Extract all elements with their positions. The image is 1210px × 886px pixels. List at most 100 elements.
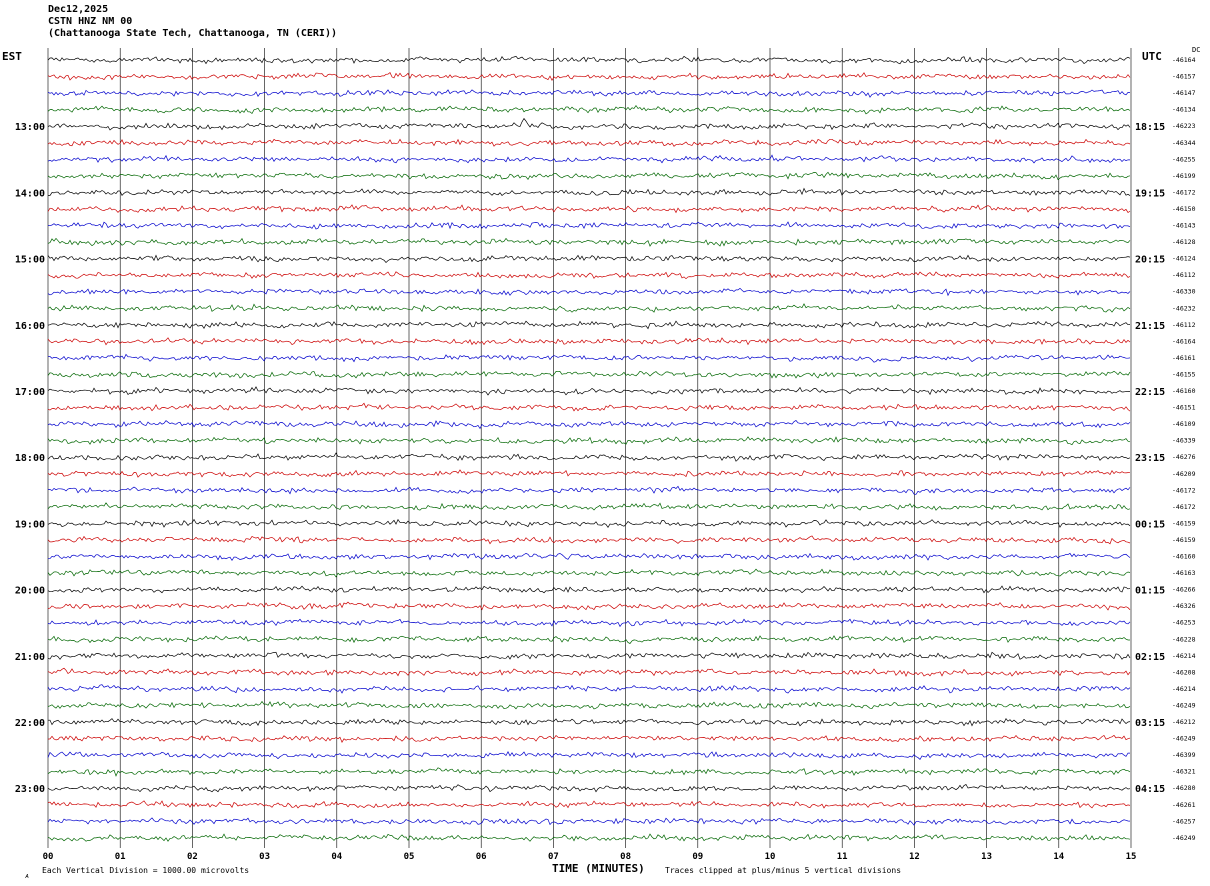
utc-hour-label-22:15: 22:15 <box>1135 387 1165 398</box>
dc-offset-value: -46228 <box>1172 635 1196 643</box>
trace-row-2 <box>47 89 1131 98</box>
x-tick-label-07: 07 <box>548 852 559 862</box>
trace-row-0 <box>47 55 1131 65</box>
dc-column-label: DC <box>1192 46 1201 54</box>
dc-offset-value: -46164 <box>1172 337 1196 345</box>
est-hour-label-14:00: 14:00 <box>15 188 45 199</box>
dc-offset-value: -46112 <box>1172 271 1196 279</box>
trace-row-20 <box>47 386 1130 396</box>
trace-row-36 <box>47 651 1131 660</box>
trace-row-27 <box>47 502 1131 511</box>
x-tick-label-03: 03 <box>259 852 270 862</box>
dc-offset-value: -46128 <box>1172 238 1196 246</box>
utc-hour-label-02:15: 02:15 <box>1135 652 1165 663</box>
x-tick-label-08: 08 <box>620 852 631 862</box>
trace-row-16 <box>47 320 1131 330</box>
trace-row-39 <box>47 700 1131 710</box>
corner-mark: ᴀ <box>25 872 30 880</box>
dc-offset-value: -46151 <box>1172 404 1196 412</box>
dc-offset-value: -46172 <box>1172 188 1196 196</box>
trace-row-22 <box>47 420 1131 430</box>
trace-row-41 <box>47 734 1131 743</box>
utc-hour-label-03:15: 03:15 <box>1135 718 1165 729</box>
est-hour-label-18:00: 18:00 <box>15 453 45 464</box>
utc-hour-label-00:15: 00:15 <box>1135 519 1165 530</box>
dc-offset-value: -46399 <box>1172 751 1196 759</box>
right-axis-label: UTC <box>1142 50 1162 63</box>
est-hour-label-15:00: 15:00 <box>15 255 45 266</box>
x-tick-label-04: 04 <box>331 852 342 862</box>
x-tick-label-14: 14 <box>1053 852 1064 862</box>
dc-offset-value: -46172 <box>1172 486 1196 494</box>
trace-row-38 <box>47 684 1131 694</box>
dc-offset-value: -46249 <box>1172 701 1196 709</box>
trace-row-44 <box>47 784 1131 793</box>
dc-offset-value: -46255 <box>1172 155 1196 163</box>
x-tick-label-05: 05 <box>404 852 415 862</box>
dc-offset-value: -46143 <box>1172 222 1196 230</box>
est-hour-label-16:00: 16:00 <box>15 321 45 332</box>
trace-row-4 <box>47 117 1131 131</box>
dc-offset-value: -46172 <box>1172 503 1196 511</box>
dc-offset-value: -46164 <box>1172 56 1196 64</box>
trace-row-32 <box>47 585 1131 594</box>
dc-offset-value: -46161 <box>1172 354 1196 362</box>
dc-offset-value: -46160 <box>1172 387 1196 395</box>
x-tick-label-15: 15 <box>1126 852 1137 862</box>
trace-row-31 <box>47 568 1131 578</box>
footer-clipping-note: Traces clipped at plus/minus 5 vertical … <box>665 866 902 875</box>
dc-offset-value: -46147 <box>1172 89 1196 97</box>
trace-row-14 <box>47 287 1131 297</box>
dc-offset-value: -46280 <box>1172 784 1196 792</box>
utc-hour-label-04:15: 04:15 <box>1135 784 1165 795</box>
dc-offset-value: -46109 <box>1172 420 1196 428</box>
trace-row-28 <box>47 518 1131 528</box>
dc-offset-value: -46208 <box>1172 668 1196 676</box>
utc-hour-label-01:15: 01:15 <box>1135 586 1165 597</box>
trace-row-26 <box>47 485 1131 495</box>
x-tick-label-13: 13 <box>981 852 992 862</box>
dc-offset-value: -46163 <box>1172 569 1196 577</box>
x-tick-label-12: 12 <box>909 852 920 862</box>
dc-offset-value: -46150 <box>1172 205 1196 213</box>
dc-offset-value: -46249 <box>1172 735 1196 743</box>
est-hour-label-13:00: 13:00 <box>15 122 45 133</box>
trace-row-29 <box>47 535 1131 545</box>
dc-offset-value: -46249 <box>1172 834 1196 842</box>
title-station: CSTN HNZ NM 00 <box>48 16 133 27</box>
trace-row-30 <box>47 552 1131 561</box>
trace-row-23 <box>47 436 1131 446</box>
dc-offset-value: -46209 <box>1172 470 1196 478</box>
footer-scale-note: Each Vertical Division = 1000.00 microvo… <box>42 866 250 875</box>
dc-offset-value: -46155 <box>1172 370 1196 378</box>
dc-offset-value: -46214 <box>1172 685 1196 693</box>
dc-offset-value: -46124 <box>1172 255 1196 263</box>
trace-row-9 <box>47 204 1131 214</box>
dc-offset-value: -46344 <box>1172 139 1196 147</box>
trace-row-45 <box>47 800 1131 809</box>
trace-row-43 <box>47 767 1131 777</box>
x-tick-label-11: 11 <box>837 852 848 862</box>
x-tick-label-06: 06 <box>476 852 487 862</box>
x-axis-title: TIME (MINUTES) <box>552 862 645 875</box>
est-hour-label-19:00: 19:00 <box>15 519 45 530</box>
title-location: (Chattanooga State Tech, Chattanooga, TN… <box>48 28 337 39</box>
dc-offset-value: -46159 <box>1172 536 1196 544</box>
trace-row-8 <box>47 187 1131 197</box>
trace-row-3 <box>47 104 1131 115</box>
x-tick-label-02: 02 <box>187 852 198 862</box>
dc-offset-value: -46321 <box>1172 768 1196 776</box>
trace-row-1 <box>47 72 1131 82</box>
est-hour-label-23:00: 23:00 <box>15 784 45 795</box>
left-axis-label: EST <box>2 50 22 63</box>
x-tick-label-09: 09 <box>692 852 703 862</box>
dc-offset-value: -46112 <box>1172 321 1196 329</box>
trace-row-18 <box>47 353 1131 363</box>
trace-row-42 <box>47 751 1130 760</box>
trace-row-12 <box>47 254 1131 264</box>
dc-offset-value: -46232 <box>1172 304 1196 312</box>
trace-row-15 <box>47 303 1131 313</box>
trace-row-5 <box>47 138 1131 147</box>
